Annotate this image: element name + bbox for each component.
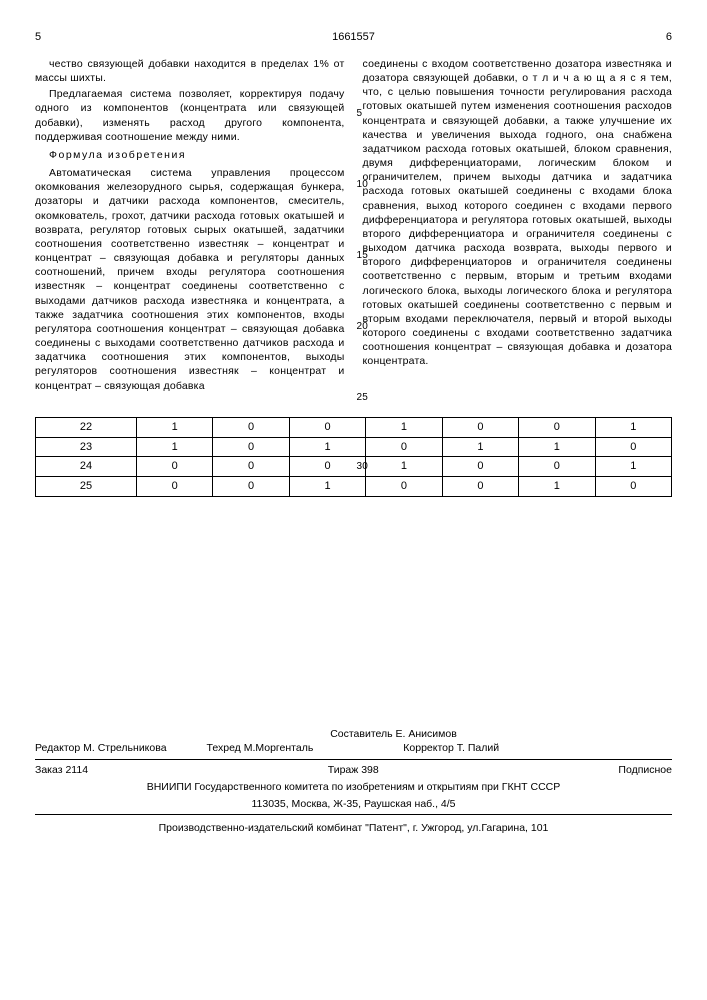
tirage: Тираж 398 [328, 763, 379, 777]
table-cell: 0 [289, 417, 365, 437]
table-cell: 1 [519, 437, 595, 457]
table-row: 250010010 [36, 477, 672, 497]
table-cell: 25 [36, 477, 137, 497]
paragraph: Автоматическая система управления процес… [35, 166, 345, 393]
table-cell: 1 [519, 477, 595, 497]
table-cell: 0 [213, 437, 289, 457]
formula-heading: Формула изобретения [35, 148, 345, 162]
techred: Техред М.Моргенталь [207, 741, 314, 755]
table-row: 221001001 [36, 417, 672, 437]
data-table: 221001001231010110240001001250010010 [35, 417, 672, 497]
page-header: 5 1661557 6 [35, 30, 672, 45]
page-number-left: 5 [35, 30, 41, 45]
table-cell: 0 [442, 477, 518, 497]
producer: Производственно-издательский комбинат "П… [35, 821, 672, 835]
org-address: 113035, Москва, Ж-35, Раушская наб., 4/5 [35, 797, 672, 811]
table-cell: 0 [519, 417, 595, 437]
paragraph: соединены с входом соответственно дозато… [363, 57, 673, 369]
page-number-right: 6 [666, 30, 672, 45]
editor: Редактор М. Стрельникова [35, 741, 167, 755]
paragraph: чество связующей добавки находится в пре… [35, 57, 345, 85]
table-cell: 1 [366, 457, 442, 477]
text-columns: чество связующей добавки находится в пре… [35, 57, 672, 395]
table-cell: 0 [366, 477, 442, 497]
line-number: 30 [357, 462, 369, 472]
table-cell: 1 [136, 417, 212, 437]
organization: ВНИИПИ Государственного комитета по изоб… [35, 780, 672, 794]
subscription: Подписное [618, 763, 672, 777]
compiler: Составитель Е. Анисимов [330, 727, 457, 741]
table-cell: 0 [366, 437, 442, 457]
divider [35, 759, 672, 760]
table-cell: 0 [442, 417, 518, 437]
order-number: Заказ 2114 [35, 763, 88, 777]
document-number: 1661557 [332, 30, 375, 45]
table-cell: 1 [595, 457, 671, 477]
table-cell: 24 [36, 457, 137, 477]
left-column: чество связующей добавки находится в пре… [35, 57, 345, 395]
table-cell: 0 [442, 457, 518, 477]
table-cell: 0 [213, 457, 289, 477]
table-cell: 0 [136, 457, 212, 477]
paragraph: Предлагаемая система позволяет, корректи… [35, 87, 345, 144]
table-row: 231010110 [36, 437, 672, 457]
footer: Составитель Е. Анисимов Редактор М. Стре… [35, 727, 672, 835]
divider [35, 814, 672, 815]
table-row: 240001001 [36, 457, 672, 477]
table-cell: 1 [595, 417, 671, 437]
table-cell: 0 [595, 477, 671, 497]
table-cell: 0 [213, 417, 289, 437]
table-cell: 1 [136, 437, 212, 457]
table-cell: 1 [289, 437, 365, 457]
table-cell: 0 [595, 437, 671, 457]
table-cell: 0 [289, 457, 365, 477]
table-cell: 1 [289, 477, 365, 497]
corrector: Корректор Т. Палий [403, 741, 499, 755]
table-cell: 23 [36, 437, 137, 457]
line-number: 5 [357, 109, 363, 119]
table-cell: 0 [519, 457, 595, 477]
table-cell: 0 [213, 477, 289, 497]
table-cell: 1 [442, 437, 518, 457]
right-column: соединены с входом соответственно дозато… [363, 57, 673, 395]
table-cell: 22 [36, 417, 137, 437]
table-cell: 1 [366, 417, 442, 437]
table-cell: 0 [136, 477, 212, 497]
